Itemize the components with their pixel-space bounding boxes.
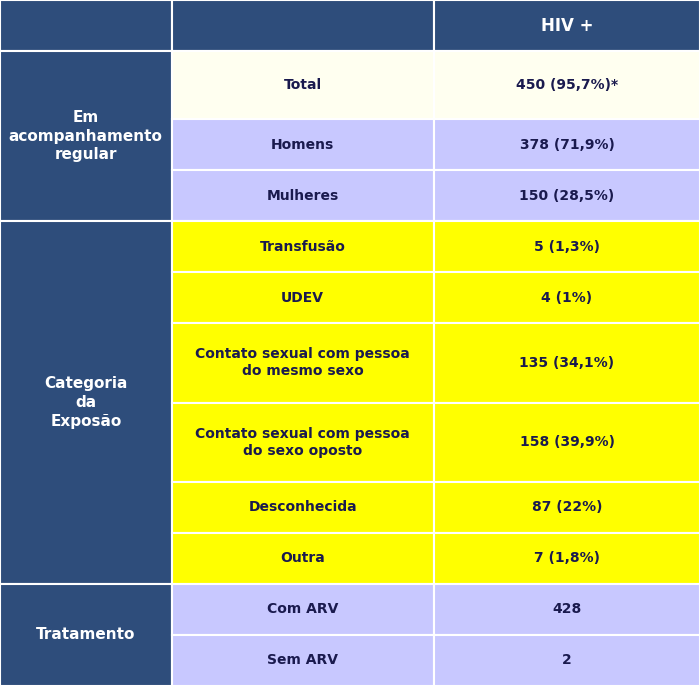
- Text: Sem ARV: Sem ARV: [267, 654, 338, 667]
- Bar: [0, 0, 172, 51]
- Bar: [172, 584, 434, 635]
- Text: 87 (22%): 87 (22%): [532, 500, 602, 514]
- Bar: [172, 323, 434, 403]
- Text: 378 (71,9%): 378 (71,9%): [519, 138, 615, 152]
- Bar: [434, 482, 700, 533]
- Bar: [434, 119, 700, 170]
- Text: 7 (1,8%): 7 (1,8%): [534, 552, 600, 565]
- Text: 450 (95,7%)*: 450 (95,7%)*: [516, 78, 618, 92]
- Text: UDEV: UDEV: [281, 291, 324, 305]
- Bar: [434, 533, 700, 584]
- Text: Desconhecida: Desconhecida: [248, 500, 357, 514]
- Text: Em
acompanhamento
regular: Em acompanhamento regular: [9, 110, 162, 162]
- Text: Outra: Outra: [281, 552, 325, 565]
- Text: Contato sexual com pessoa
do mesmo sexo: Contato sexual com pessoa do mesmo sexo: [195, 347, 410, 379]
- Bar: [172, 221, 434, 272]
- Text: 2: 2: [562, 654, 572, 667]
- Bar: [172, 170, 434, 221]
- Bar: [434, 403, 700, 482]
- Text: Mulheres: Mulheres: [267, 189, 339, 202]
- Bar: [434, 635, 700, 686]
- Text: 158 (39,9%): 158 (39,9%): [519, 435, 615, 449]
- Text: 150 (28,5%): 150 (28,5%): [519, 189, 615, 202]
- Bar: [434, 323, 700, 403]
- Bar: [172, 51, 434, 119]
- Text: Tratamento: Tratamento: [36, 628, 135, 643]
- Bar: [434, 272, 700, 323]
- Bar: [172, 403, 434, 482]
- Bar: [434, 584, 700, 635]
- Bar: [0, 221, 172, 584]
- Text: 4 (1%): 4 (1%): [541, 291, 593, 305]
- Bar: [172, 119, 434, 170]
- Bar: [434, 0, 700, 51]
- Bar: [172, 272, 434, 323]
- Bar: [172, 0, 434, 51]
- Text: Total: Total: [284, 78, 322, 92]
- Text: Homens: Homens: [271, 138, 335, 152]
- Bar: [0, 584, 172, 686]
- Text: Transfusão: Transfusão: [260, 239, 346, 254]
- Bar: [434, 221, 700, 272]
- Text: Com ARV: Com ARV: [267, 602, 338, 617]
- Bar: [0, 51, 172, 221]
- Bar: [172, 635, 434, 686]
- Bar: [434, 51, 700, 119]
- Text: Contato sexual com pessoa
do sexo oposto: Contato sexual com pessoa do sexo oposto: [195, 427, 410, 458]
- Text: 428: 428: [552, 602, 582, 617]
- Bar: [434, 170, 700, 221]
- Text: 135 (34,1%): 135 (34,1%): [519, 356, 615, 370]
- Text: Categoria
da
Exposão: Categoria da Exposão: [44, 377, 127, 429]
- Bar: [172, 533, 434, 584]
- Text: 5 (1,3%): 5 (1,3%): [534, 239, 600, 254]
- Bar: [172, 482, 434, 533]
- Text: HIV +: HIV +: [540, 16, 594, 34]
